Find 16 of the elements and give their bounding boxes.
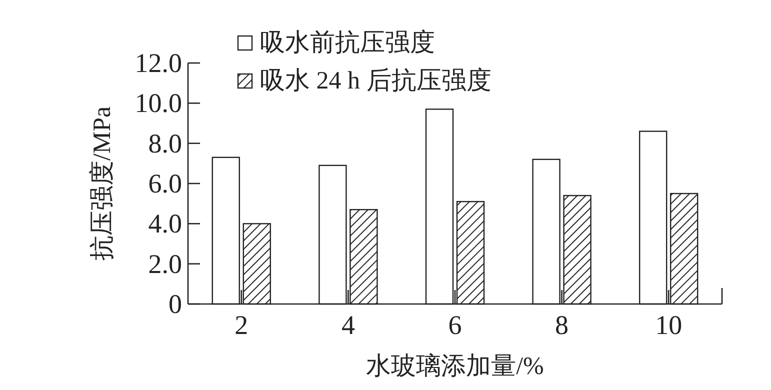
y-tick-label: 6.0 <box>148 168 182 198</box>
y-tick-label: 8.0 <box>148 128 182 158</box>
y-tick-label: 10.0 <box>134 88 182 118</box>
y-axis-title: 抗压强度/MPa <box>88 106 116 261</box>
x-tick-label: 8 <box>555 310 569 340</box>
y-tick-label: 12.0 <box>134 48 182 78</box>
x-tick-label: 2 <box>234 310 248 340</box>
x-tick-label: 6 <box>448 310 462 340</box>
x-tick-label: 4 <box>341 310 356 340</box>
x-tick-label: 10 <box>655 310 682 340</box>
y-tick-label: 2.0 <box>148 248 182 279</box>
y-tick-label: 0 <box>168 289 182 319</box>
x-axis-title: 水玻璃添加量/% <box>366 352 544 380</box>
y-tick-label: 4.0 <box>148 208 182 239</box>
legend-label: 吸水 24 h 后抗压强度 <box>260 66 492 94</box>
legend-label: 吸水前抗压强度 <box>260 28 435 56</box>
